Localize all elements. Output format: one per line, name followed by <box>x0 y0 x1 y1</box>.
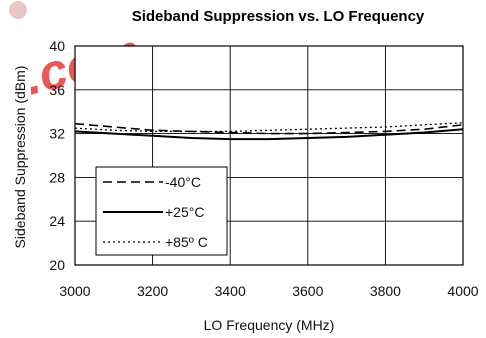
y-tick-label-36: 36 <box>49 82 65 98</box>
y-axis-label: Sideband Suppression (dBm) <box>12 66 28 249</box>
series-group <box>74 122 464 141</box>
x-tick-label-3400: 3400 <box>215 283 246 299</box>
x-tick-label-3200: 3200 <box>137 283 168 299</box>
y-tick-label-32: 32 <box>49 126 65 142</box>
x-tick-label-3800: 3800 <box>370 283 401 299</box>
legend: -40°C +25°C +85º C <box>95 166 228 256</box>
plot-border <box>74 45 464 266</box>
legend-label-1: +25°C <box>165 204 204 220</box>
y-tick-label-40: 40 <box>49 38 65 54</box>
y-tick-label-24: 24 <box>49 213 65 229</box>
series-line-0 <box>74 122 464 135</box>
x-axis-label: LO Frequency (MHz) <box>204 317 335 333</box>
legend-label-0: -40°C <box>165 174 201 190</box>
x-tick-label-3600: 3600 <box>292 283 323 299</box>
y-tick-labels: 20 24 28 32 36 40 <box>49 38 65 273</box>
x-tick-label-4000: 4000 <box>447 283 478 299</box>
y-tick-label-28: 28 <box>49 169 65 185</box>
legend-label-2: +85º C <box>165 234 208 250</box>
x-tick-label-3000: 3000 <box>59 283 90 299</box>
watermark-blot <box>9 1 27 19</box>
x-tick-labels: 3000 3200 3400 3600 3800 4000 <box>59 283 478 299</box>
y-tick-label-20: 20 <box>49 257 65 273</box>
chart-title: Sideband Suppression vs. LO Frequency <box>132 8 425 25</box>
series-line-1 <box>74 128 464 141</box>
